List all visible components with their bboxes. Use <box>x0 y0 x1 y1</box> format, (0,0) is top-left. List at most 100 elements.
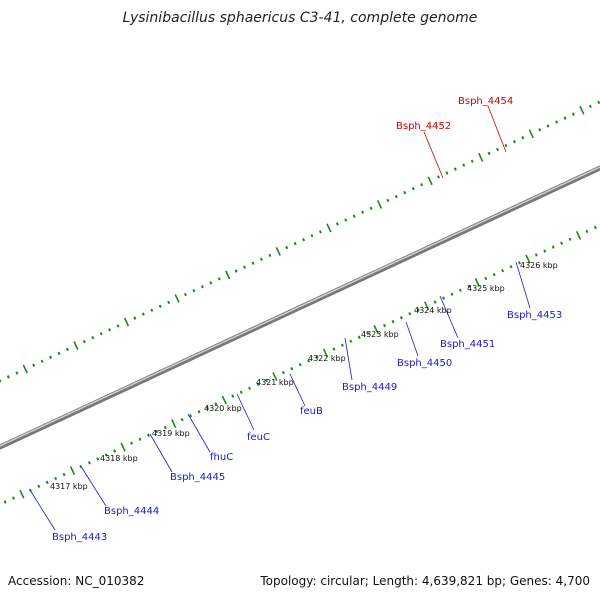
tick-mark <box>69 466 76 476</box>
tick-mark <box>113 449 117 453</box>
tick-mark <box>501 268 505 273</box>
label-bsph-4443[interactable]: Bsph_4443 <box>52 532 107 543</box>
tick-mark <box>158 304 162 309</box>
tick-mark <box>344 218 348 222</box>
tick-mark <box>285 245 289 250</box>
tick-mark <box>138 437 142 441</box>
tick-mark <box>420 183 424 187</box>
tick-mark <box>49 355 53 360</box>
tick-mark <box>281 370 285 375</box>
tick-mark <box>326 223 332 233</box>
tick-mark <box>521 135 525 140</box>
tick-mark <box>200 285 204 289</box>
tick-mark <box>593 225 597 230</box>
tick-mark <box>504 143 508 148</box>
tick-mark <box>275 246 281 256</box>
tick-mark <box>217 277 221 281</box>
tick-mark <box>399 315 403 320</box>
tick-mark <box>183 292 188 297</box>
tick-mark <box>492 272 496 277</box>
tick-mark <box>251 261 255 265</box>
kbp-labels: 4317 kbp 4318 kbp 4319 kbp 4320 kbp 4321… <box>50 261 558 491</box>
tick-mark <box>19 489 25 499</box>
kbp-label: 4323 kbp <box>361 330 399 339</box>
tick-mark <box>467 284 471 289</box>
tick-mark <box>57 351 61 356</box>
tick-mark <box>357 335 361 339</box>
label-bsph-4454[interactable]: Bsph_4454 <box>458 96 513 107</box>
tick-mark <box>130 441 134 445</box>
tick-mark <box>293 241 297 246</box>
label-feuB[interactable]: feuB <box>300 406 323 417</box>
tick-mark <box>487 151 491 156</box>
tick-mark <box>87 461 91 465</box>
tick-mark <box>259 257 263 261</box>
tick-mark <box>120 442 126 452</box>
label-bsph-4450[interactable]: Bsph_4450 <box>397 358 452 369</box>
label-bsph-4445[interactable]: Bsph_4445 <box>170 472 225 483</box>
kbp-label: 4319 kbp <box>152 429 190 438</box>
accession-text: Accession: NC_010382 <box>8 574 145 588</box>
tick-mark <box>478 152 484 162</box>
tick-mark <box>571 112 575 116</box>
tick-mark <box>248 386 252 390</box>
tick-mark <box>538 128 542 132</box>
kbp-label: 4320 kbp <box>204 404 242 413</box>
tick-mark <box>133 316 137 320</box>
tick-mark <box>167 300 171 305</box>
tick-mark <box>509 264 513 269</box>
tick-mark <box>225 270 231 280</box>
tick-mark <box>22 364 28 374</box>
tick-mark <box>322 348 329 358</box>
tick-mark <box>79 465 83 469</box>
tick-mark <box>555 120 559 124</box>
tick-mark <box>99 332 103 336</box>
tick-mark <box>3 500 7 504</box>
tick-mark <box>104 453 108 457</box>
tick-mark <box>264 378 269 383</box>
label-bsph-4451[interactable]: Bsph_4451 <box>440 339 495 350</box>
tick-mark <box>474 277 480 287</box>
kbp-label: 4321 kbp <box>256 378 294 387</box>
tick-mark <box>0 379 2 383</box>
tick-mark <box>6 375 10 379</box>
label-feuC[interactable]: feuC <box>247 432 270 443</box>
tick-mark <box>11 496 16 500</box>
tick-mark <box>174 294 180 303</box>
kbp-label: 4324 kbp <box>414 306 452 315</box>
tick-mark <box>272 372 278 381</box>
tick-mark <box>146 433 150 438</box>
tick-mark <box>495 147 500 152</box>
tick-mark <box>568 237 572 241</box>
tick-mark <box>192 288 196 293</box>
tick-mark <box>209 281 213 285</box>
kbp-label: 4318 kbp <box>100 454 138 463</box>
tick-mark <box>307 359 311 363</box>
tick-mark <box>180 417 184 422</box>
tick-mark <box>298 363 302 367</box>
tick-mark <box>458 288 462 292</box>
label-bsph-4452[interactable]: Bsph_4452 <box>396 121 451 132</box>
map-title: Lysinibacillus sphaericus C3-41, complet… <box>122 10 478 26</box>
label-fhuC[interactable]: fhuC <box>210 452 233 463</box>
tick-mark <box>575 230 582 240</box>
tick-mark <box>436 175 441 179</box>
gene-labels: Bsph_4443 Bsph_4444 Bsph_4445 fhuC feuC … <box>52 96 562 543</box>
tick-mark <box>45 480 49 485</box>
tick-mark <box>445 171 449 175</box>
tick-mark <box>551 245 555 249</box>
tick-mark <box>214 402 218 406</box>
tick-mark <box>433 300 437 304</box>
tick-mark <box>62 472 66 477</box>
gene-features <box>0 0 445 71</box>
tick-mark <box>123 317 130 327</box>
tick-mark <box>484 276 488 281</box>
label-bsph-4444[interactable]: Bsph_4444 <box>104 506 159 517</box>
label-bsph-4453[interactable]: Bsph_4453 <box>507 310 562 321</box>
label-bsph-4449[interactable]: Bsph_4449 <box>342 382 397 393</box>
tick-mark <box>369 206 373 210</box>
tick-mark <box>579 105 585 115</box>
tick-mark <box>239 390 243 394</box>
tick-mark <box>424 301 430 311</box>
